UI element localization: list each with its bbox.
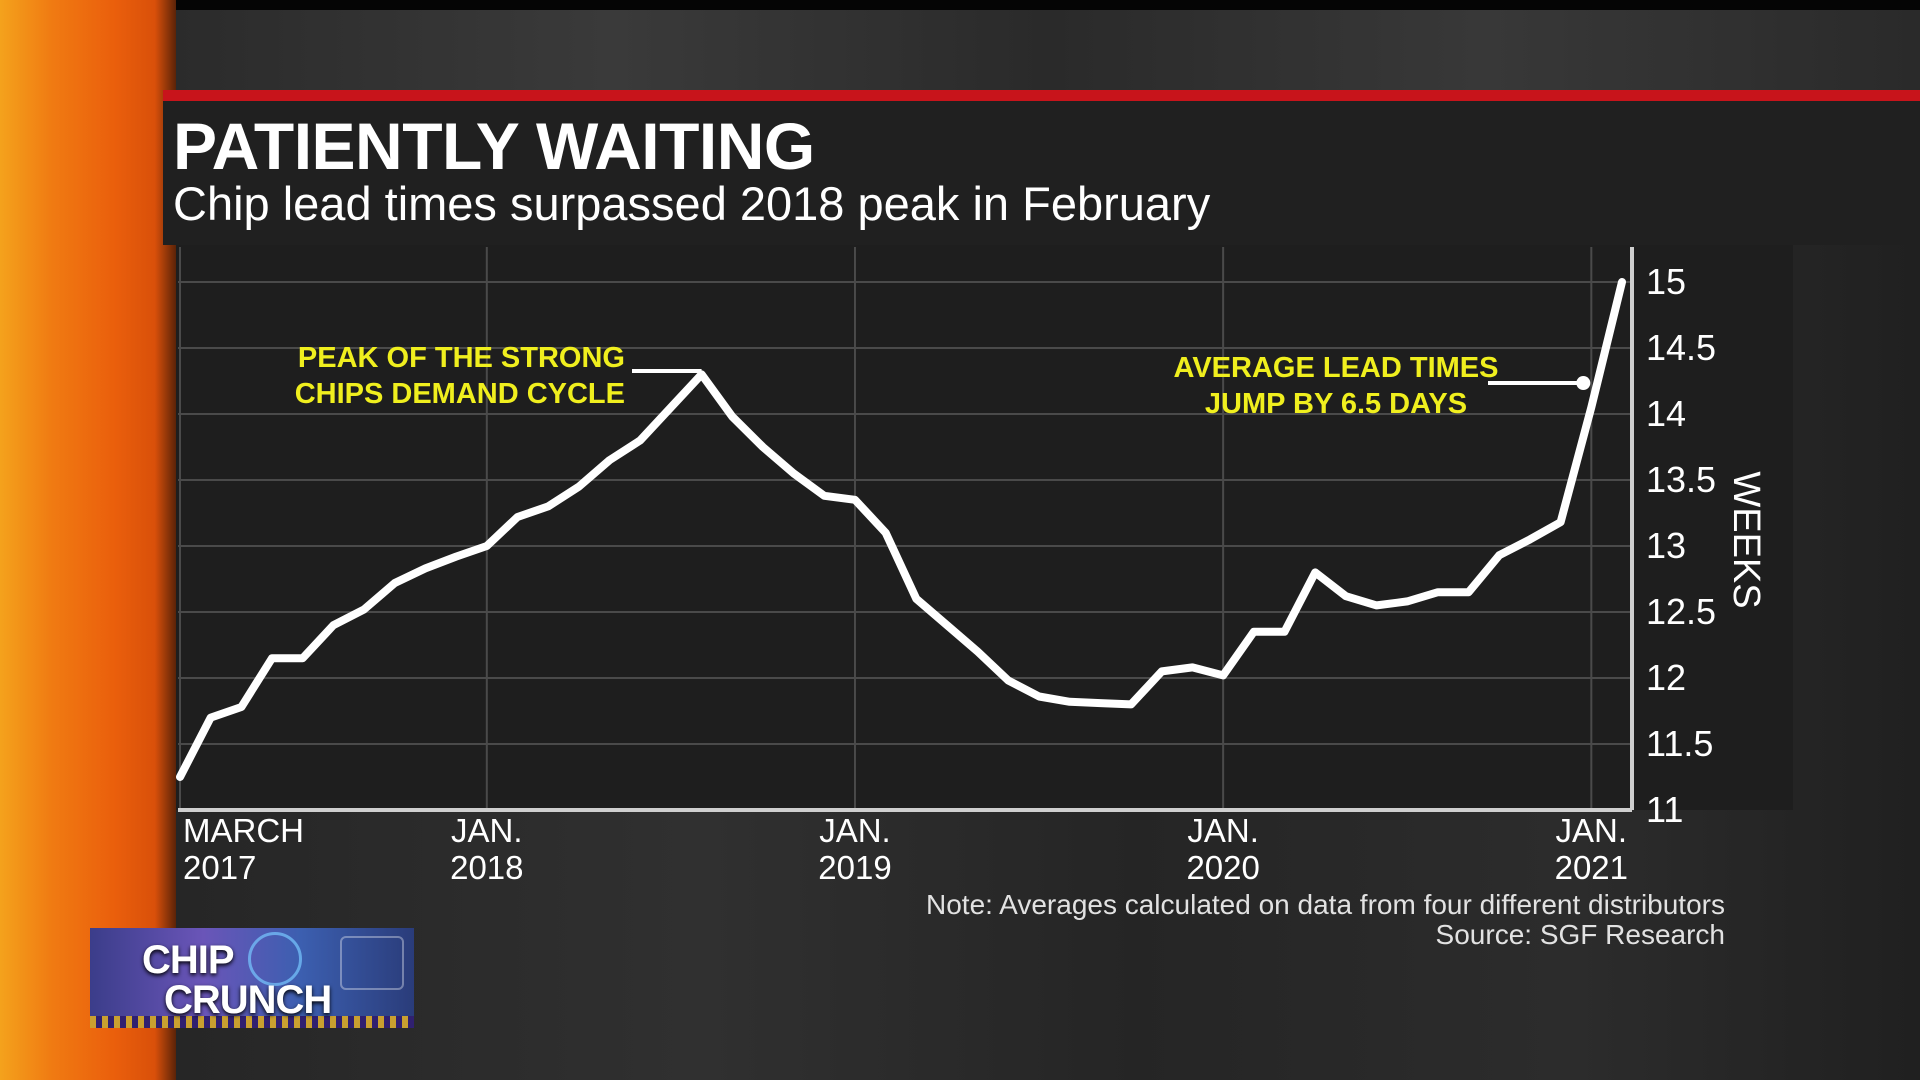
x-tick-label: MARCH	[183, 812, 304, 849]
jump-annotation-line2: JUMP BY 6.5 DAYS	[1205, 388, 1467, 420]
y-axis-label: WEEKS	[1725, 471, 1767, 608]
top-strip	[0, 0, 1920, 10]
y-tick-label: 14	[1646, 393, 1686, 434]
y-tick-label: 13	[1646, 525, 1686, 566]
y-tick-label: 11	[1646, 789, 1683, 830]
y-tick-label: 14.5	[1646, 327, 1716, 368]
chart-footnote: Note: Averages calculated on data from f…	[926, 890, 1725, 950]
x-tick-year: 2017	[183, 849, 256, 886]
logo-circuit-strip	[90, 1016, 414, 1028]
x-tick-label: JAN.	[451, 812, 523, 849]
jump-marker-dot	[1576, 376, 1591, 390]
x-tick-year: 2020	[1186, 849, 1259, 886]
jump-annotation-line1: AVERAGE LEAD TIMES	[1174, 352, 1499, 384]
peak-annotation-line1: PEAK OF THE STRONG	[298, 342, 625, 374]
y-tick-label: 12	[1646, 657, 1686, 698]
y-tick-label: 13.5	[1646, 459, 1716, 500]
logo-text-line2: CRUNCH	[164, 978, 332, 1022]
logo-chip-graphic	[340, 936, 404, 990]
x-tick-label: JAN.	[1556, 812, 1628, 849]
x-tick-label: JAN.	[1187, 812, 1259, 849]
chart-subtitle: Chip lead times surpassed 2018 peak in F…	[173, 177, 1211, 230]
y-tick-label: 12.5	[1646, 591, 1716, 632]
logo-ring	[248, 932, 302, 986]
studio-backdrop-top	[176, 10, 1920, 90]
header-panel	[163, 90, 1920, 245]
lead-time-line	[176, 278, 1626, 781]
peak-annotation-line2: CHIPS DEMAND CYCLE	[295, 378, 625, 410]
x-tick-label: JAN.	[819, 812, 891, 849]
x-tick-year: 2019	[818, 849, 891, 886]
y-tick-label: 15	[1646, 261, 1686, 302]
chart-title: PATIENTLY WAITING	[173, 109, 815, 183]
x-tick-year: 2018	[450, 849, 523, 886]
footnote-source: Source: SGF Research	[1435, 919, 1725, 950]
x-tick-year: 2021	[1555, 849, 1628, 886]
footnote-note: Note: Averages calculated on data from f…	[926, 889, 1725, 920]
logo-text-line1: CHIP	[142, 938, 235, 982]
orange-side-bar	[0, 0, 176, 1080]
chip-crunch-logo: CHIP CRUNCH	[90, 928, 414, 1028]
header-accent-line	[163, 90, 1920, 101]
chart-panel	[176, 245, 1793, 810]
y-tick-label: 11.5	[1646, 723, 1713, 764]
